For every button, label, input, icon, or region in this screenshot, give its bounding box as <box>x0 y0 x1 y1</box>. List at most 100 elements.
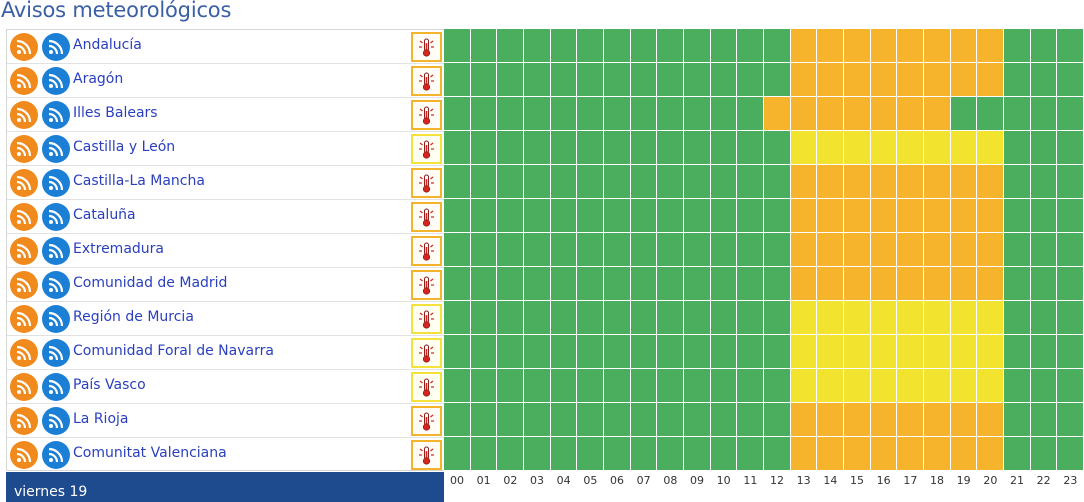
warning-cell <box>444 233 471 267</box>
rss-blue-icon[interactable] <box>42 339 70 367</box>
warning-cell <box>737 335 764 369</box>
region-name-link[interactable]: Aragón <box>73 71 124 87</box>
warning-cell <box>1057 301 1084 335</box>
warning-cell <box>444 165 471 199</box>
thermometer-icon[interactable] <box>411 372 442 402</box>
region-name-link[interactable]: La Rioja <box>73 411 129 427</box>
rss-orange-icon[interactable] <box>10 407 38 435</box>
warning-cell <box>497 267 524 301</box>
rss-orange-icon[interactable] <box>10 305 38 333</box>
thermometer-icon[interactable] <box>411 406 442 436</box>
warning-cell <box>550 437 578 471</box>
warning-cell <box>1030 131 1058 165</box>
warning-cell <box>444 199 471 233</box>
warning-cell <box>657 267 684 301</box>
warning-cell <box>470 301 498 335</box>
warning-cell <box>817 199 844 233</box>
warning-cell <box>817 403 844 437</box>
rss-blue-icon[interactable] <box>42 271 70 299</box>
hour-label: 14 <box>823 474 838 487</box>
rss-orange-icon[interactable] <box>10 67 38 95</box>
rss-orange-icon[interactable] <box>10 169 38 197</box>
thermometer-icon[interactable] <box>411 100 442 130</box>
rss-orange-icon[interactable] <box>10 203 38 231</box>
warning-cell <box>657 131 684 165</box>
region-row: Comunitat Valenciana <box>7 438 444 472</box>
rss-blue-icon[interactable] <box>42 305 70 333</box>
thermometer-icon[interactable] <box>411 440 442 470</box>
rss-blue-icon[interactable] <box>42 203 70 231</box>
thermometer-icon[interactable] <box>411 168 442 198</box>
thermometer-icon[interactable] <box>411 134 442 164</box>
rss-blue-icon[interactable] <box>42 373 70 401</box>
rss-orange-icon[interactable] <box>10 373 38 401</box>
region-row: Región de Murcia <box>7 302 444 336</box>
region-name-link[interactable]: Illes Balears <box>73 105 158 121</box>
region-name-link[interactable]: País Vasco <box>73 377 146 393</box>
region-name-link[interactable]: Comunitat Valenciana <box>73 445 227 461</box>
warning-cell <box>604 165 631 199</box>
thermometer-icon[interactable] <box>411 32 442 62</box>
warning-cell <box>737 165 764 199</box>
rss-blue-icon[interactable] <box>42 169 70 197</box>
rss-blue-icon[interactable] <box>42 135 70 163</box>
thermometer-icon[interactable] <box>411 66 442 96</box>
warning-cell <box>444 29 471 63</box>
warning-cell <box>470 199 498 233</box>
warning-cell <box>630 335 658 369</box>
warning-cell <box>844 437 871 471</box>
warning-cell <box>1030 335 1058 369</box>
warning-cell <box>710 131 738 165</box>
warning-cell <box>737 403 764 437</box>
rss-blue-icon[interactable] <box>42 33 70 61</box>
warning-cell <box>950 233 978 267</box>
warning-cell <box>844 335 871 369</box>
warning-cell <box>790 403 818 437</box>
warning-cell <box>1004 233 1031 267</box>
region-name-link[interactable]: Extremadura <box>73 241 164 257</box>
warning-cell <box>897 369 924 403</box>
rss-blue-icon[interactable] <box>42 237 70 265</box>
warning-cell <box>1004 199 1031 233</box>
thermometer-icon[interactable] <box>411 202 442 232</box>
region-name-link[interactable]: Cataluña <box>73 207 136 223</box>
warning-cell <box>497 29 524 63</box>
rss-orange-icon[interactable] <box>10 441 38 469</box>
region-name-link[interactable]: Comunidad de Madrid <box>73 275 228 291</box>
rss-orange-icon[interactable] <box>10 237 38 265</box>
rss-orange-icon[interactable] <box>10 339 38 367</box>
thermometer-icon[interactable] <box>411 236 442 266</box>
warning-cell <box>604 199 631 233</box>
region-row: La Rioja <box>7 404 444 438</box>
warning-cell <box>710 63 738 97</box>
region-name-link[interactable]: Comunidad Foral de Navarra <box>73 343 274 359</box>
region-row: Castilla-La Mancha <box>7 166 444 200</box>
rss-blue-icon[interactable] <box>42 101 70 129</box>
warning-cell <box>604 369 631 403</box>
thermometer-icon[interactable] <box>411 338 442 368</box>
rss-orange-icon[interactable] <box>10 101 38 129</box>
warning-cell <box>817 131 844 165</box>
region-name-link[interactable]: Castilla y León <box>73 139 176 155</box>
rss-orange-icon[interactable] <box>10 271 38 299</box>
warning-cell <box>470 29 498 63</box>
rss-orange-icon[interactable] <box>10 135 38 163</box>
region-name-link[interactable]: Andalucía <box>73 37 142 53</box>
region-name-link[interactable]: Región de Murcia <box>73 309 194 325</box>
warning-cell <box>977 131 1004 165</box>
warning-cell <box>470 335 498 369</box>
rss-blue-icon[interactable] <box>42 441 70 469</box>
region-row: Castilla y León <box>7 132 444 166</box>
rss-orange-icon[interactable] <box>10 33 38 61</box>
rss-blue-icon[interactable] <box>42 407 70 435</box>
region-row: Illes Balears <box>7 98 444 132</box>
thermometer-icon[interactable] <box>411 270 442 300</box>
thermometer-icon[interactable] <box>411 304 442 334</box>
page-title: Avisos meteorológicos <box>1 0 232 22</box>
warning-cell <box>550 29 578 63</box>
warning-cell <box>1030 29 1058 63</box>
rss-blue-icon[interactable] <box>42 67 70 95</box>
region-name-link[interactable]: Castilla-La Mancha <box>73 173 205 189</box>
warning-cell <box>1030 403 1058 437</box>
warning-cell <box>844 301 871 335</box>
